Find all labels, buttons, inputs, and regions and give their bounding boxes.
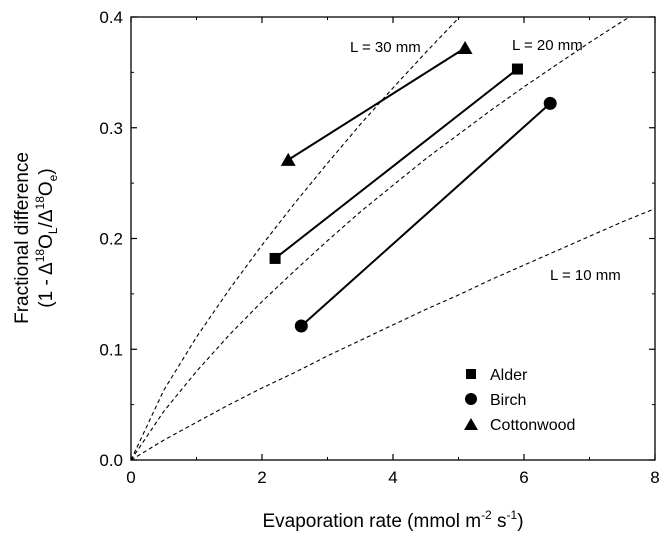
legend-triangle-marker xyxy=(464,418,478,430)
legend: Alder Birch Cottonwood xyxy=(464,367,575,434)
cottonwood-line xyxy=(287,47,466,161)
cottonwood-point-1 xyxy=(280,152,296,166)
y-tick-label: 0.0 xyxy=(99,451,123,470)
model-curve-1 xyxy=(131,17,461,460)
y-tick-label: 0.2 xyxy=(99,230,123,249)
y-axis-title-line1: Fractional difference xyxy=(12,152,33,324)
birch-line xyxy=(300,102,551,327)
birch-point-1 xyxy=(294,319,308,333)
legend-square-marker xyxy=(466,369,476,379)
data-markers xyxy=(269,41,557,333)
x-axis-title: Evaporation rate (mmol m-2 s-1) xyxy=(262,508,523,532)
curve-label-10mm: L = 10 mm xyxy=(550,267,621,284)
y-axis-title-line2: (1 - Δ18OL/Δ18Oe) xyxy=(33,168,60,307)
cottonwood-point-2 xyxy=(457,41,473,55)
birch-point-2 xyxy=(543,96,557,110)
model-curve-3 xyxy=(131,208,655,460)
fit-lines xyxy=(274,47,551,327)
x-tick-label: 0 xyxy=(126,468,135,487)
axis-ticks: 0 2 4 6 8 0.0 0.1 0.2 0.3 0.4 xyxy=(99,8,659,487)
y-tick-label: 0.1 xyxy=(99,340,123,359)
legend-circle-marker xyxy=(465,393,477,405)
legend-label-cottonwood: Cottonwood xyxy=(490,417,575,434)
legend-label-alder: Alder xyxy=(490,367,528,384)
alder-line xyxy=(274,68,519,260)
curve-label-30mm: L = 30 mm xyxy=(350,39,421,56)
alder-point-2 xyxy=(511,63,523,75)
x-tick-label: 6 xyxy=(519,468,528,487)
legend-label-birch: Birch xyxy=(490,392,526,409)
y-tick-label: 0.3 xyxy=(99,119,123,138)
model-curve-2 xyxy=(131,17,631,460)
y-tick-label: 0.4 xyxy=(99,8,123,27)
plot-frame xyxy=(130,16,656,461)
x-tick-label: 2 xyxy=(257,468,266,487)
alder-point-1 xyxy=(269,252,281,264)
x-tick-label: 8 xyxy=(650,468,659,487)
curve-label-20mm: L = 20 mm xyxy=(512,37,583,54)
model-curves xyxy=(131,17,655,460)
x-tick-label: 4 xyxy=(388,468,397,487)
